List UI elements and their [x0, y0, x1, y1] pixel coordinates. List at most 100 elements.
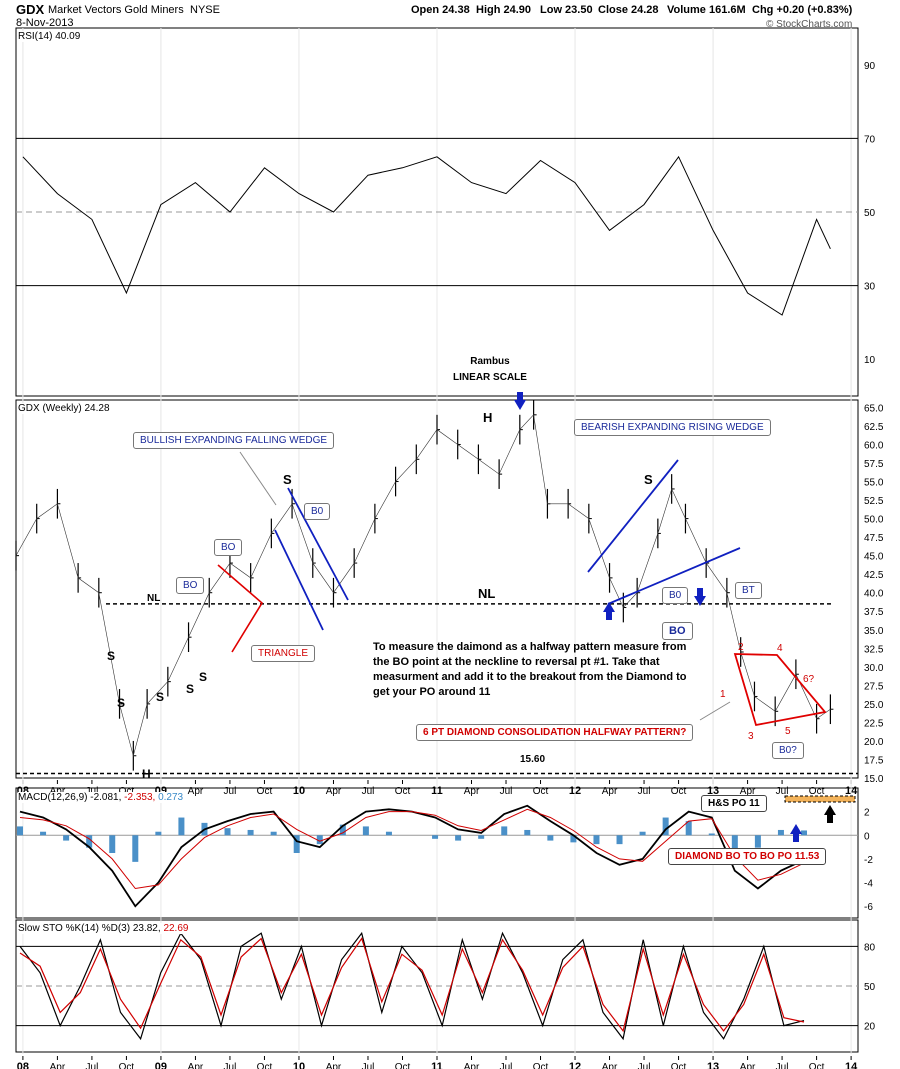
- diamond-po-label: DIAMOND BO TO BO PO 11.53: [668, 848, 827, 865]
- macd-hist-bar: [524, 829, 531, 836]
- bottom-xlabel: Jul: [86, 1062, 99, 1069]
- bo-arrow-down: [694, 596, 706, 606]
- bo-label-4: B0: [662, 587, 689, 604]
- po-band: [784, 795, 856, 803]
- bottom-xlabel: Jul: [638, 1062, 651, 1069]
- mid-xlabel: Jul: [224, 786, 237, 797]
- bt-label: BT: [735, 582, 762, 599]
- mid-xlabel: Apr: [464, 786, 480, 797]
- rsi-ytick: 10: [864, 355, 876, 366]
- linear-scale-label: LINEAR SCALE: [453, 372, 527, 383]
- measure-note: To measure the daimond as a halfway patt…: [373, 641, 687, 698]
- bottom-xlabel: 08: [17, 1061, 29, 1069]
- price-ytick: 30.0: [864, 663, 884, 674]
- macd-base: MACD(12,26,9) -2.081,: [18, 792, 122, 803]
- shoulder-label-1: S: [107, 649, 116, 663]
- bottom-xlabel: Jul: [224, 1062, 237, 1069]
- macd-hist-bar: [593, 835, 600, 845]
- macd-blue-arrow-shaft: [793, 834, 799, 842]
- sto-d: 22.69: [163, 923, 189, 934]
- diamond-pt-6: 6?: [803, 674, 815, 685]
- wedge-line-1: [274, 529, 324, 631]
- shoulder-label-right: S: [644, 472, 653, 487]
- volume-value: Volume 161.6M: [667, 4, 746, 16]
- bo-label-5: BO: [662, 622, 693, 640]
- bo-question-label: B0?: [772, 742, 804, 759]
- bo-arrow-up-shaft: [606, 612, 612, 620]
- bo-arrow-down-shaft: [697, 588, 703, 596]
- diamond-pt-1: 1: [720, 689, 726, 700]
- macd-hist-bar: [362, 826, 369, 836]
- callout-bullish: [239, 451, 277, 506]
- rising-wedge-top: [587, 459, 679, 573]
- price-ytick: 35.0: [864, 626, 884, 637]
- macd-hist-bar: [570, 835, 577, 843]
- price-ytick: 37.5: [864, 607, 884, 618]
- wedge-line-2: [287, 487, 349, 601]
- macd-label: MACD(12,26,9) -2.081, -2.353, 0.273: [18, 792, 184, 803]
- bullish-wedge-label: BULLISH EXPANDING FALLING WEDGE: [133, 432, 335, 449]
- mid-xlabel: Apr: [188, 786, 204, 797]
- mid-xlabel: Oct: [671, 786, 687, 797]
- macd-hist-bar: [109, 835, 116, 853]
- symbol-name: Market Vectors Gold Miners: [48, 4, 184, 16]
- callout-diamond: [699, 701, 731, 721]
- mid-xlabel: Jul: [638, 786, 651, 797]
- head-arrow-shaft: [517, 392, 523, 400]
- bottom-xlabel: 14: [845, 1061, 858, 1069]
- bo-label-1: BO: [176, 577, 205, 594]
- macd-hist-bar: [17, 826, 23, 836]
- macd-ytick: 2: [864, 808, 870, 819]
- nl-mid-label: NL: [478, 586, 496, 601]
- bottom-xlabel: Apr: [602, 1062, 618, 1069]
- macd-signal: -2.353,: [124, 792, 156, 803]
- bottom-xlabel: Apr: [188, 1062, 204, 1069]
- macd-hist-bar: [754, 835, 761, 848]
- macd-hist-bar: [547, 835, 554, 841]
- macd-hist-bar: [86, 835, 93, 848]
- mid-xlabel: Jul: [500, 786, 513, 797]
- bottom-xlabel: Oct: [257, 1062, 273, 1069]
- head-top-label: H: [483, 410, 493, 425]
- head-bottom-label: H: [142, 767, 151, 781]
- mid-xlabel: Apr: [50, 786, 66, 797]
- mid-xlabel: Jul: [86, 786, 99, 797]
- sto-ytick: 80: [864, 942, 876, 953]
- shoulder-label-3: S: [156, 690, 165, 704]
- bottom-xlabel: 12: [569, 1061, 581, 1069]
- rsi-ytick: 50: [864, 208, 876, 219]
- bo-label-2: BO: [214, 539, 243, 556]
- macd-blue-arrow: [790, 824, 802, 834]
- rsi-label: RSI(14) 40.09: [18, 31, 81, 42]
- shoulder-label-2: S: [117, 696, 126, 710]
- rsi-ytick: 70: [864, 134, 876, 145]
- bo-arrow-up: [603, 602, 615, 612]
- macd-hist: 0.273: [158, 792, 184, 803]
- price-ytick: 40.0: [864, 589, 884, 600]
- bottom-xlabel: Apr: [326, 1062, 342, 1069]
- chart-date: 8-Nov-2013: [16, 17, 74, 29]
- bottom-xlabel: Oct: [671, 1062, 687, 1069]
- mid-xlabel: Oct: [257, 786, 273, 797]
- shoulder-label-4: S: [186, 682, 195, 696]
- price-ytick: 47.5: [864, 533, 884, 544]
- macd-black-arrow-shaft: [827, 815, 833, 823]
- price-ytick: 25.0: [864, 700, 884, 711]
- macd-hist-bar: [616, 835, 623, 845]
- macd-hist-bar: [270, 831, 277, 836]
- macd-hist-bar: [293, 835, 300, 853]
- sto-base: Slow STO %K(14) %D(3) 23.82,: [18, 923, 161, 934]
- macd-hist-bar: [777, 829, 784, 836]
- sto-ytick: 20: [864, 1022, 876, 1033]
- macd-hist-bar: [662, 817, 669, 836]
- shoulder-label-5: S: [199, 670, 208, 684]
- sto-ytick: 50: [864, 982, 876, 993]
- macd-hist-bar: [132, 835, 139, 862]
- macd-hist-bar: [455, 835, 462, 841]
- price-ytick: 32.5: [864, 644, 884, 655]
- macd-signal-line: [19, 808, 805, 890]
- close-value: Close 24.28: [598, 4, 659, 16]
- price-ytick: 42.5: [864, 570, 884, 581]
- macd-hist-bar: [478, 835, 485, 839]
